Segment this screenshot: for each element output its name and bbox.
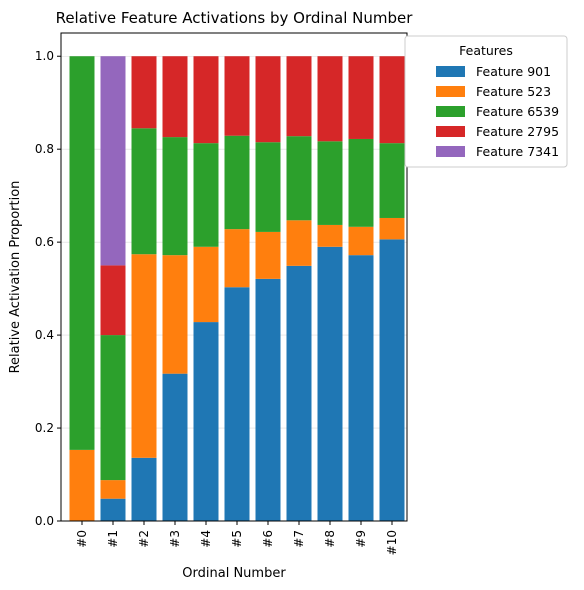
bar-segment bbox=[100, 56, 126, 266]
legend-label: Feature 523 bbox=[476, 84, 551, 99]
x-tick-label: #7 bbox=[292, 530, 306, 548]
y-tick-label: 0.8 bbox=[35, 142, 54, 156]
bar-segment bbox=[193, 246, 219, 323]
bar-segment bbox=[255, 56, 281, 143]
bar-segment bbox=[162, 373, 188, 521]
bar-segment bbox=[69, 56, 95, 450]
bar-segment bbox=[317, 224, 343, 247]
x-tick-label: #1 bbox=[106, 530, 120, 548]
bar-segment bbox=[286, 56, 312, 137]
bar-segment bbox=[131, 457, 157, 521]
y-tick-label: 0.0 bbox=[35, 514, 54, 528]
bar-segment bbox=[379, 217, 405, 240]
bar-segment bbox=[162, 137, 188, 256]
bar-segment bbox=[317, 56, 343, 142]
bar-segment bbox=[379, 56, 405, 144]
bar-segment bbox=[162, 255, 188, 374]
x-tick-label: #5 bbox=[230, 530, 244, 548]
legend-label: Feature 6539 bbox=[476, 104, 559, 119]
chart-title: Relative Feature Activations by Ordinal … bbox=[56, 9, 414, 27]
x-tick-label: #10 bbox=[385, 530, 399, 555]
bar-segment bbox=[317, 141, 343, 225]
x-tick-label: #4 bbox=[199, 530, 213, 548]
legend-label: Feature 901 bbox=[476, 64, 551, 79]
bar-segment bbox=[286, 220, 312, 266]
x-tick-label: #6 bbox=[261, 530, 275, 548]
x-tick-label: #9 bbox=[354, 530, 368, 548]
legend-items: Feature 901 Feature 523 Feature 6539 Featur… bbox=[436, 64, 559, 159]
bar-segment bbox=[348, 56, 374, 139]
legend-label: Feature 7341 bbox=[476, 144, 559, 159]
bar-segment bbox=[224, 229, 250, 288]
y-axis-title: Relative Activation Proportion bbox=[8, 181, 23, 374]
bar-segment bbox=[100, 480, 126, 499]
bar-segment bbox=[162, 56, 188, 138]
bar-segment bbox=[131, 56, 157, 129]
bar-segment bbox=[255, 278, 281, 521]
x-tick-label: #8 bbox=[323, 530, 337, 548]
x-axis-title: Ordinal Number bbox=[182, 566, 286, 581]
legend-swatch bbox=[436, 106, 465, 117]
bar-segment bbox=[348, 255, 374, 521]
bar-segment bbox=[379, 143, 405, 218]
bar-segment bbox=[193, 143, 219, 247]
x-axis: #0 #1 #2 #3 #4 #5 #6 #7 #8 #9 #10 bbox=[75, 521, 399, 555]
y-tick-label: 0.6 bbox=[35, 235, 54, 249]
legend: Features Feature 901 Feature 523 Feature 6… bbox=[404, 35, 568, 168]
bar-segment bbox=[193, 56, 219, 144]
y-axis: 0.0 0.2 0.4 0.6 0.8 1.0 bbox=[35, 49, 61, 528]
plot-frame bbox=[60, 32, 408, 522]
bar-segment bbox=[193, 322, 219, 521]
bar-segment bbox=[286, 136, 312, 221]
bar-segment bbox=[317, 246, 343, 522]
bars-group bbox=[69, 56, 405, 522]
x-tick-label: #3 bbox=[168, 530, 182, 548]
bar-segment bbox=[100, 335, 126, 481]
legend-swatch bbox=[436, 126, 465, 137]
legend-swatch bbox=[436, 66, 465, 77]
bar-segment bbox=[255, 231, 281, 279]
bar-segment bbox=[131, 254, 157, 458]
bar-segment bbox=[255, 142, 281, 232]
bar-segment bbox=[100, 498, 126, 521]
bar-segment bbox=[286, 265, 312, 521]
x-tick-label: #2 bbox=[137, 530, 151, 548]
bar-segment bbox=[224, 56, 250, 136]
bar-segment bbox=[348, 138, 374, 227]
y-tick-label: 0.4 bbox=[35, 328, 54, 342]
bar-segment bbox=[224, 287, 250, 521]
y-tick-label: 0.2 bbox=[35, 421, 54, 435]
bar-segment bbox=[379, 239, 405, 521]
legend-label: Feature 2795 bbox=[476, 124, 559, 139]
legend-title: Features bbox=[459, 43, 513, 58]
bar-segment bbox=[224, 135, 250, 230]
bar-segment bbox=[131, 128, 157, 255]
x-tick-label: #0 bbox=[75, 530, 89, 548]
legend-swatch bbox=[436, 146, 465, 157]
legend-swatch bbox=[436, 86, 465, 97]
y-tick-label: 1.0 bbox=[35, 49, 54, 63]
bar-segment bbox=[100, 265, 126, 336]
bar-segment bbox=[69, 449, 95, 521]
bar-segment bbox=[348, 226, 374, 256]
